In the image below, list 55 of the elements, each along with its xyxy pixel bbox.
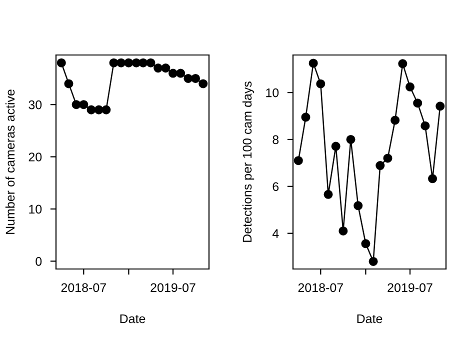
x-tick-label: 2018-07: [298, 283, 343, 292]
point: [294, 156, 303, 166]
point: [331, 142, 340, 151]
point: [383, 154, 392, 163]
x-tick-label: 2018-07: [61, 283, 106, 292]
point: [168, 68, 178, 78]
point: [398, 59, 408, 68]
point: [361, 239, 370, 248]
point: [191, 74, 200, 83]
x-tick-label: 2019-07: [388, 283, 432, 292]
y-tick-label: 0: [36, 256, 42, 266]
point: [324, 190, 333, 199]
point: [346, 134, 356, 144]
point: [428, 174, 438, 184]
point: [184, 74, 193, 83]
point: [94, 105, 104, 114]
point: [198, 79, 208, 88]
point: [161, 64, 170, 73]
y-tick-label: 10: [29, 204, 42, 214]
y-tick-label: 10: [266, 88, 279, 98]
point: [116, 58, 126, 68]
point: [354, 201, 363, 210]
y-tick-label: 30: [28, 100, 42, 110]
point: [109, 58, 118, 68]
point: [376, 161, 385, 170]
point: [338, 226, 348, 236]
point: [72, 100, 81, 110]
point: [406, 82, 415, 92]
point: [56, 58, 66, 68]
point: [124, 58, 134, 68]
point: [154, 64, 163, 73]
point: [316, 79, 326, 88]
y-tick-label: 8: [272, 135, 279, 144]
y-tick-label: 6: [272, 182, 279, 192]
point: [301, 112, 310, 122]
point: [64, 79, 74, 88]
point: [436, 102, 445, 111]
point: [102, 105, 111, 114]
point: [176, 68, 186, 78]
y-tick-label: 4: [272, 229, 279, 238]
y-tick-label: 20: [28, 152, 42, 162]
y-axis-title: Number of cameras active: [5, 90, 15, 234]
point: [368, 256, 378, 266]
point: [308, 58, 318, 68]
point: [79, 100, 88, 110]
point: [86, 105, 96, 114]
x-axis-title: Date: [357, 314, 382, 324]
y-axis-title: Detections per 100 cam days: [242, 82, 254, 242]
point: [413, 98, 422, 108]
point: [138, 58, 148, 68]
point: [390, 116, 400, 125]
point: [146, 58, 156, 68]
point: [420, 121, 430, 130]
x-axis-title: Date: [120, 314, 146, 324]
x-tick-label: 2019-07: [150, 283, 196, 292]
